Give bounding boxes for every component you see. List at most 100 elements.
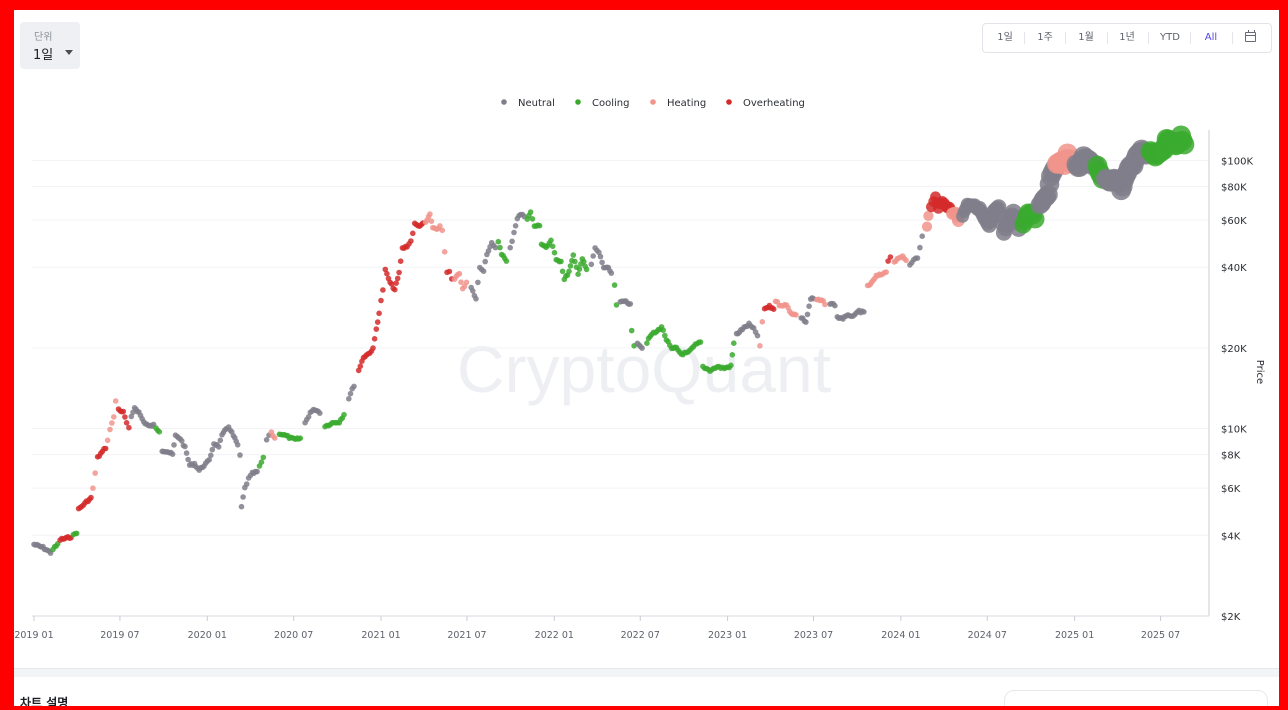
data-point-neutral — [473, 296, 479, 302]
data-point-heating — [923, 210, 934, 221]
x-tick-label: 2023 07 — [794, 630, 833, 641]
data-point-overheating — [396, 269, 402, 276]
legend: Neutral Cooling Heating Overheating — [501, 98, 805, 109]
data-point-neutral — [206, 457, 212, 463]
y-tick-label: $6K — [1221, 484, 1241, 495]
data-points — [31, 125, 1195, 556]
data-point-heating — [759, 319, 766, 325]
data-point-cooling — [497, 244, 503, 251]
x-tick-label: 2021 07 — [447, 630, 486, 641]
x-tick-label: 2024 01 — [881, 630, 920, 641]
data-point-cooling — [731, 340, 737, 347]
unit-selector-label: 단위 — [34, 32, 53, 43]
data-point-cooling — [297, 435, 304, 442]
data-point-cooling — [529, 216, 536, 222]
data-point-cooling — [341, 411, 347, 418]
data-point-neutral — [511, 229, 517, 236]
data-point-cooling — [628, 327, 635, 334]
data-point-neutral — [234, 442, 241, 448]
data-point-neutral — [804, 311, 811, 318]
data-point-cooling — [567, 263, 574, 269]
data-point-neutral — [599, 259, 605, 266]
data-point-overheating — [122, 414, 128, 420]
range-button-1y[interactable]: 1년 — [1119, 32, 1135, 43]
range-button-1w[interactable]: 1주 — [1037, 32, 1053, 43]
data-point-neutral — [492, 244, 499, 251]
data-point-overheating — [885, 258, 891, 264]
y-axis-label: Price — [1254, 360, 1265, 384]
data-point-heating — [109, 420, 115, 426]
data-point-overheating — [887, 254, 894, 260]
data-point-neutral — [217, 437, 224, 444]
data-point-cooling — [660, 327, 666, 334]
data-point-overheating — [394, 275, 401, 282]
data-point-heating — [793, 312, 799, 318]
data-point-neutral — [347, 390, 354, 397]
data-point-cooling — [644, 340, 650, 347]
data-point-neutral — [588, 261, 595, 268]
range-button-all[interactable]: All — [1204, 32, 1218, 43]
data-point-cooling — [1025, 209, 1045, 229]
data-point-neutral — [263, 437, 270, 443]
data-point-cooling — [527, 209, 534, 215]
y-tick-label: $60K — [1221, 216, 1247, 227]
y-tick-label: $80K — [1221, 183, 1247, 194]
range-separator — [1024, 32, 1025, 44]
data-point-cooling — [73, 530, 80, 537]
data-point-neutral — [627, 301, 634, 307]
data-point-cooling — [258, 459, 265, 466]
x-tick-label: 2020 01 — [188, 630, 227, 641]
data-point-overheating — [120, 408, 127, 415]
data-point-neutral — [243, 481, 250, 487]
range-button-ytd[interactable]: YTD — [1160, 32, 1180, 43]
data-point-heating — [883, 269, 889, 275]
data-point-heating — [463, 279, 470, 286]
data-point-cooling — [559, 268, 566, 275]
x-tick-label: 2021 01 — [361, 630, 400, 641]
data-point-heating — [439, 227, 446, 234]
data-point-heating — [458, 279, 464, 286]
legend-label-heating: Heating — [667, 98, 706, 109]
data-point-neutral — [208, 452, 214, 459]
x-tick-label: 2022 01 — [535, 630, 574, 641]
data-point-neutral — [806, 303, 812, 310]
range-button-1d[interactable]: 1일 — [997, 32, 1013, 43]
data-point-neutral — [128, 413, 135, 420]
x-tick-label: 2023 01 — [708, 630, 747, 641]
data-point-neutral — [608, 270, 615, 276]
calendar-icon[interactable] — [1245, 30, 1256, 42]
x-tick-label: 2024 07 — [968, 630, 1007, 641]
data-point-cooling — [697, 339, 704, 345]
data-point-neutral — [475, 279, 481, 286]
data-point-cooling — [662, 332, 668, 339]
data-point-cooling — [549, 243, 556, 250]
data-point-heating — [112, 398, 119, 404]
data-point-cooling — [1174, 134, 1195, 155]
data-point-overheating — [374, 319, 381, 325]
data-point-heating — [427, 211, 433, 217]
range-separator — [1107, 32, 1108, 44]
legend-marker-cooling — [575, 99, 581, 105]
range-button-1m[interactable]: 1월 — [1078, 32, 1094, 43]
data-point-neutral — [509, 238, 515, 245]
data-point-neutral — [803, 319, 809, 325]
data-point-heating — [271, 435, 278, 441]
data-point-neutral — [254, 468, 260, 475]
data-point-overheating — [770, 306, 777, 313]
x-tick-label: 2022 07 — [621, 630, 660, 641]
unit-selector[interactable]: 단위 1일 — [20, 22, 80, 69]
range-separator — [1065, 32, 1066, 44]
data-point-overheating — [357, 363, 364, 370]
data-point-overheating — [371, 336, 378, 342]
unit-selector-value: 1일 — [33, 48, 54, 63]
x-tick-label: 2019 07 — [100, 630, 139, 641]
data-point-overheating — [380, 287, 386, 293]
data-point-cooling — [570, 252, 577, 258]
y-tick-label: $40K — [1221, 263, 1247, 274]
data-point-overheating — [388, 281, 395, 287]
data-point-cooling — [572, 258, 578, 265]
data-point-neutral — [596, 249, 602, 256]
data-point-overheating — [88, 494, 94, 501]
y-axis-ticks: $2K $4K $6K $8K $10K $20K $40K $60K $80K $100K — [1221, 157, 1253, 623]
data-point-overheating — [408, 238, 414, 244]
